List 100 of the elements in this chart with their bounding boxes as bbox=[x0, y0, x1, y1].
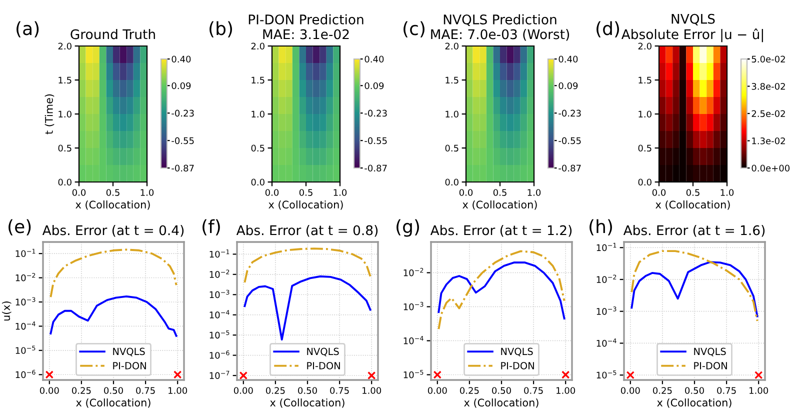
line-series bbox=[244, 248, 372, 284]
x-tick-label: 0.50 bbox=[685, 387, 704, 394]
y-tick-label: 10$^{−1}$ bbox=[210, 249, 230, 258]
x-tick-label: 1.00 bbox=[168, 387, 188, 394]
line-series bbox=[630, 250, 758, 322]
x-tick-label: 0.50 bbox=[492, 387, 511, 394]
chart-title: NVQLS Prediction MAE: 7.0e-03 (Worst) bbox=[431, 14, 570, 41]
x-axis-title: x (Collocation) bbox=[657, 398, 732, 408]
y-tick-label: 10$^{−3}$ bbox=[210, 290, 230, 298]
color-bar-label: 0.09 bbox=[558, 82, 578, 90]
y-tick-label: 10$^{−5}$ bbox=[596, 370, 616, 379]
y-tick-label: 2.0 bbox=[445, 42, 458, 50]
color-bar-label: 0.0e+00 bbox=[752, 164, 790, 172]
y-tick-label: 10$^{−2}$ bbox=[404, 268, 424, 276]
y-tick-label: 1.0 bbox=[446, 110, 458, 118]
legend-label: PI-DON bbox=[501, 362, 534, 370]
y-tick-label: 1.5 bbox=[252, 76, 264, 84]
y-tick-label: 10$^{−2}$ bbox=[16, 272, 36, 282]
legend-label: NVQLS bbox=[307, 348, 339, 356]
x-axis-title: x (Collocation) bbox=[76, 398, 150, 408]
legend-label: NVQLS bbox=[694, 348, 726, 356]
y-tick-label: 0.5 bbox=[58, 144, 72, 152]
y-tick-label: 10$^{−5}$ bbox=[404, 370, 424, 378]
y-tick-label: 1.0 bbox=[638, 110, 652, 118]
line-series bbox=[438, 262, 566, 320]
y-tick-label: 10$^{−5}$ bbox=[210, 330, 230, 339]
x-axis-title: x (Collocation) bbox=[268, 200, 343, 210]
legend-label: PI-DON bbox=[694, 362, 727, 370]
y-tick-label: 1.0 bbox=[252, 110, 264, 118]
x-tick-label: 0.5 bbox=[686, 189, 700, 196]
color-bar-label: 0.09 bbox=[172, 82, 191, 90]
color-bar-label: -0.23 bbox=[558, 110, 581, 117]
x-tick-label: 0.25 bbox=[266, 387, 285, 394]
x-tick-label: 1.00 bbox=[556, 387, 576, 394]
y-tick-label: 10$^{−1}$ bbox=[16, 248, 36, 258]
line-series bbox=[50, 248, 178, 298]
text: (f) bbox=[202, 219, 220, 236]
color-bar-label: -0.23 bbox=[172, 110, 194, 117]
y-tick-label: 10$^{−6}$ bbox=[16, 370, 36, 378]
y-tick-label: 10$^{−3}$ bbox=[16, 297, 36, 306]
y-tick-label: 2.0 bbox=[58, 42, 72, 50]
x-tick-label: 0.0 bbox=[459, 189, 473, 196]
y-tick-label: 1.5 bbox=[446, 76, 458, 84]
text: (a) bbox=[16, 21, 39, 38]
x-axis-title: x (Collocation) bbox=[462, 200, 537, 210]
chart-title: Abs. Error (at t = 0.8) bbox=[236, 225, 378, 237]
color-bar-label: -0.55 bbox=[558, 137, 581, 144]
color-bar-label: -0.55 bbox=[172, 137, 194, 144]
color-bar-label: 0.09 bbox=[364, 82, 384, 90]
x-tick-label: 1.0 bbox=[528, 189, 541, 196]
x-tick-label: 0.00 bbox=[620, 387, 640, 394]
x-tick-label: 0.00 bbox=[428, 387, 447, 394]
y-tick-label: 10$^{−1}$ bbox=[596, 242, 616, 252]
x-tick-label: 0.25 bbox=[460, 387, 479, 394]
y-tick-label: 10$^{−2}$ bbox=[210, 270, 230, 278]
text: (b) bbox=[210, 21, 232, 38]
text: (c) bbox=[404, 21, 424, 38]
chart-title: PI-DON Prediction MAE: 3.1e-02 bbox=[248, 14, 364, 40]
x-tick-label: 1.0 bbox=[334, 189, 347, 196]
y-axis-title: t (Time) bbox=[44, 94, 54, 134]
x-tick-label: 0.0 bbox=[72, 189, 86, 196]
y-tick-label: 0.5 bbox=[251, 144, 264, 152]
x-tick-label: 0.75 bbox=[136, 387, 155, 394]
x-tick-label: 0.75 bbox=[717, 387, 736, 394]
legend-label: PI-DON bbox=[307, 362, 340, 370]
y-tick-label: 2.0 bbox=[251, 42, 264, 50]
x-tick-label: 0.50 bbox=[104, 387, 123, 394]
y-tick-label: 0.5 bbox=[445, 144, 458, 152]
y-tick-label: 0.5 bbox=[638, 144, 652, 152]
color-bar-label: 0.40 bbox=[558, 56, 578, 63]
x-axis-title: x (Collocation) bbox=[76, 200, 150, 210]
y-tick-label: 10$^{−3}$ bbox=[596, 306, 616, 315]
y-tick-label: 10$^{−3}$ bbox=[404, 302, 424, 310]
x-axis-title: x (Collocation) bbox=[270, 398, 344, 408]
color-bar-label: -0.87 bbox=[558, 164, 581, 172]
color-bar-label: 2.5e-02 bbox=[752, 110, 785, 118]
y-tick-label: 10$^{−6}$ bbox=[210, 350, 230, 359]
x-tick-label: 0.5 bbox=[493, 189, 506, 196]
y-tick-label: 0.0 bbox=[251, 178, 264, 186]
x-tick-label: 0.25 bbox=[653, 387, 672, 394]
y-tick-label: 10$^{−4}$ bbox=[596, 338, 616, 347]
y-tick-label: 10$^{−4}$ bbox=[16, 322, 36, 330]
x-tick-label: 0.5 bbox=[299, 189, 312, 196]
x-tick-label: 0.25 bbox=[72, 387, 91, 394]
text: (h) bbox=[590, 219, 612, 236]
y-tick-label: 10$^{−7}$ bbox=[210, 370, 230, 380]
x-axis-title: x (Collocation) bbox=[656, 200, 730, 210]
y-axis-title: u(x) bbox=[2, 301, 12, 321]
x-tick-label: 1.00 bbox=[750, 387, 768, 394]
x-tick-label: 0.75 bbox=[524, 387, 543, 394]
line-series bbox=[438, 250, 566, 330]
color-bar-label: 3.8e-02 bbox=[752, 82, 785, 90]
x-tick-label: 0.75 bbox=[330, 387, 349, 394]
line-series bbox=[50, 295, 178, 337]
y-tick-label: 10$^{−5}$ bbox=[16, 346, 36, 354]
text: (d) bbox=[596, 21, 619, 38]
y-tick-label: 10$^{−4}$ bbox=[404, 336, 424, 344]
y-tick-label: 0.0 bbox=[638, 178, 652, 186]
chart-title: Abs. Error (at t = 0.4) bbox=[42, 225, 184, 237]
text: (g) bbox=[396, 219, 419, 237]
